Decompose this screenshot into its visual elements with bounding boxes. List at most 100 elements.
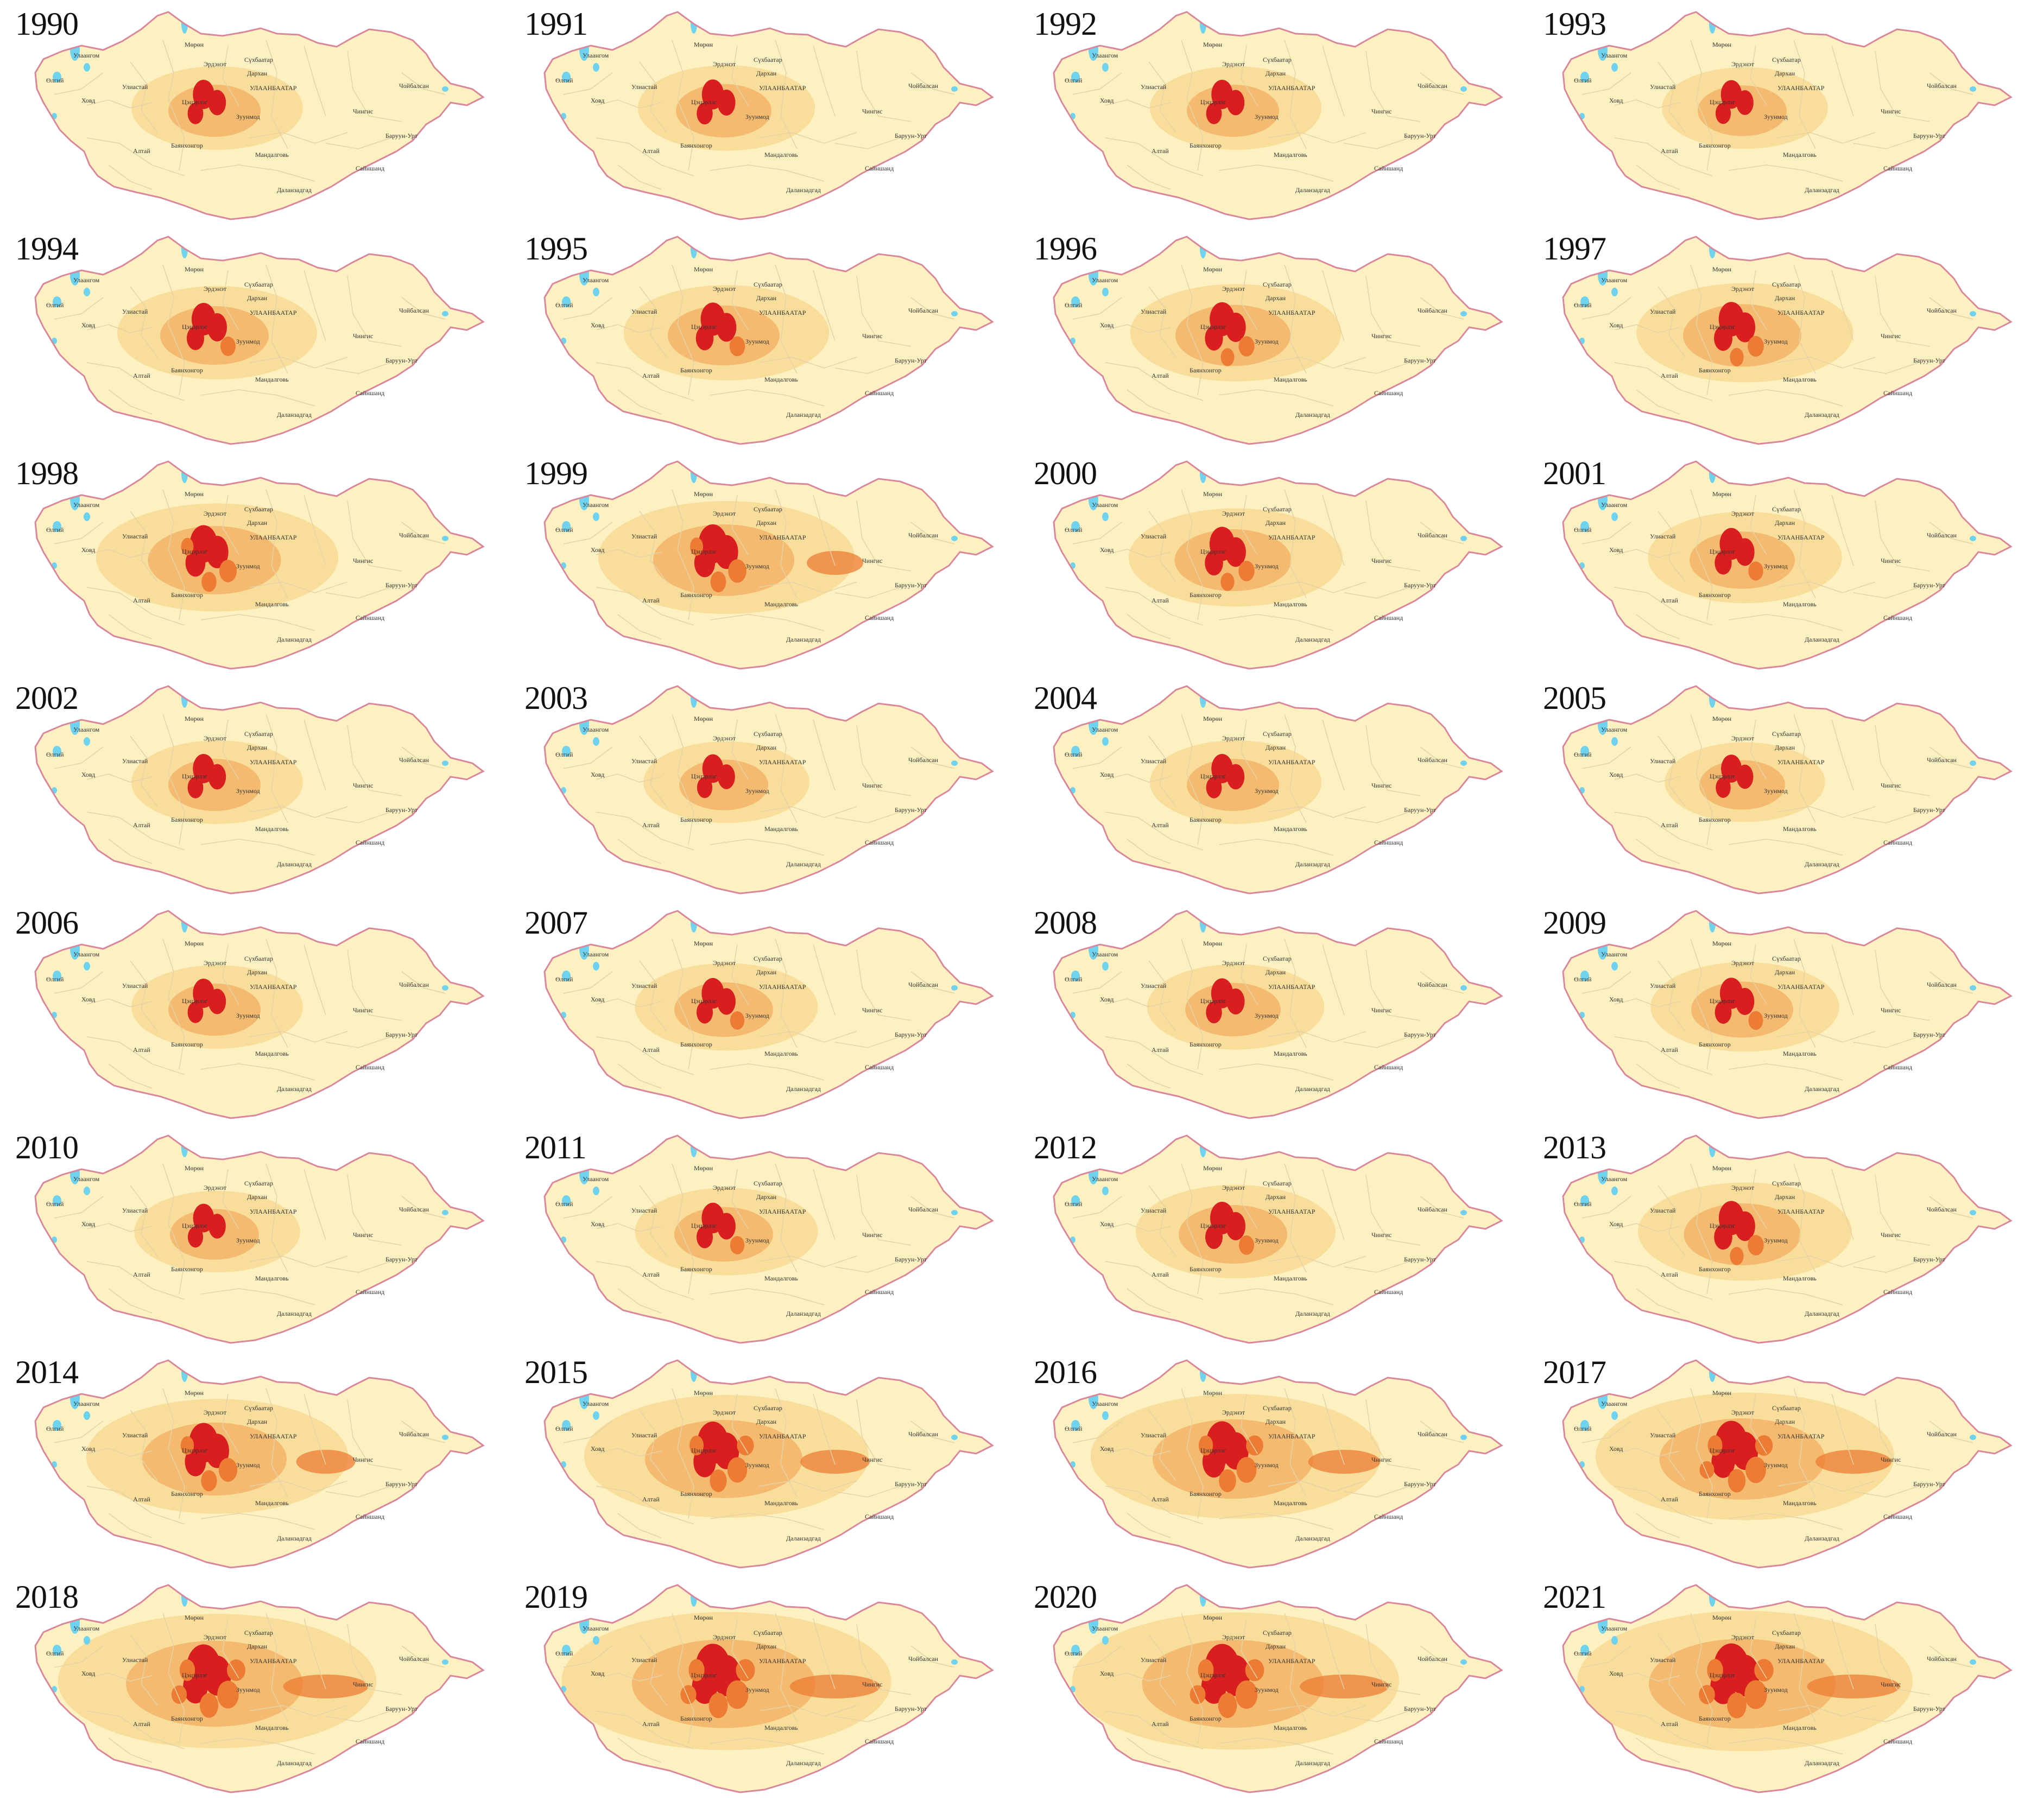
place-label: Мөрөн [1712, 1164, 1732, 1172]
place-label: Өлгий [555, 1200, 573, 1208]
district-boundary [1793, 1163, 1816, 1273]
place-label: Баянхонгор [1699, 1041, 1731, 1048]
district-boundary [1614, 137, 1713, 176]
district-boundary [834, 1036, 901, 1048]
place-label: Улиастай [122, 1431, 148, 1439]
district-boundary [130, 735, 158, 807]
place-label: Дархан [1775, 1643, 1795, 1650]
hotspot [1190, 1685, 1206, 1704]
year-label: 2010 [15, 1130, 79, 1165]
district-boundary [596, 1261, 694, 1300]
hotspot [1205, 550, 1223, 576]
district-boundary [1853, 811, 1919, 823]
lake [1102, 512, 1109, 521]
district-boundary [108, 614, 153, 639]
year-label: 2012 [1034, 1130, 1097, 1165]
hotspot [181, 537, 194, 556]
place-label: Ховд [81, 321, 95, 329]
district-boundary [1365, 725, 1421, 796]
district-boundary [639, 1634, 667, 1706]
map-panel-2016: Улаангом Мөрөн Өлгий Ховд Улиастай Эрдэнэт Сүх… [1018, 1350, 1528, 1575]
district-boundary [563, 72, 613, 95]
lake [1071, 746, 1080, 757]
place-label: Мандалговь [764, 376, 798, 383]
place-label: Чойбалсан [1418, 981, 1448, 988]
country-border [1053, 685, 1503, 895]
year-label: 2021 [1543, 1579, 1606, 1615]
map-panel-2005: Улаангом Мөрөн Өлгий Ховд Улиастай Эрдэнэт Сүх… [1528, 676, 2037, 901]
district-boundary [265, 1613, 288, 1722]
place-label: Дархан [756, 294, 777, 302]
place-label: УЛААНБААТАР [250, 1208, 297, 1215]
place-label: Баянхонгор [680, 591, 712, 599]
place-label: Эрдэнэт [713, 734, 736, 742]
place-label: Даланзадгад [1805, 860, 1839, 868]
place-label: Алтай [1661, 147, 1678, 155]
district-boundary [222, 1169, 239, 1229]
density-level-3-east [789, 1675, 881, 1698]
district-boundary [86, 1672, 153, 1682]
district-boundary [86, 998, 153, 1007]
district-boundary [325, 1261, 391, 1273]
lake [1611, 63, 1618, 72]
lake [84, 63, 90, 72]
place-label: Цэцэрлэг [1200, 1222, 1226, 1229]
place-label: Улаангом [1092, 726, 1118, 733]
district-boundary [162, 264, 185, 396]
hotspot [1205, 1225, 1223, 1249]
place-label: Улаангом [583, 276, 609, 284]
hotspot [1755, 1435, 1773, 1456]
district-boundary [910, 1421, 955, 1443]
place-label: УЛААНБААТАР [1268, 1208, 1315, 1215]
hotspot [1716, 777, 1731, 798]
hotspot [710, 1469, 727, 1492]
place-label: Мандалговь [255, 825, 289, 833]
district-boundary [249, 806, 348, 818]
place-label: Улаангом [73, 1625, 100, 1632]
district-boundary [813, 270, 836, 341]
place-label: Мөрөн [1712, 1614, 1732, 1621]
place-label: Сайншанд [356, 1063, 384, 1071]
place-label: Сүхбаатар [754, 56, 782, 64]
place-label: Даланзадгад [1805, 1310, 1839, 1317]
place-label: Улаангом [73, 1400, 100, 1407]
place-label: Баянхонгор [1699, 142, 1731, 149]
place-label: Мөрөн [694, 715, 713, 722]
place-label: Улаангом [1601, 1175, 1628, 1183]
place-label: Сүхбаатар [1772, 1404, 1801, 1412]
hotspot [710, 571, 726, 593]
district-boundary [596, 1223, 662, 1232]
hotspot [1226, 988, 1245, 1014]
place-label: Зуунмод [236, 113, 260, 121]
place-label: Улаангом [1092, 1625, 1118, 1632]
place-label: Дархан [1266, 1418, 1286, 1425]
place-label: Мөрөн [1203, 715, 1223, 722]
place-label: Сайншанд [865, 839, 894, 846]
district-boundary [401, 1421, 446, 1443]
place-label: Сайншанд [1883, 1063, 1912, 1071]
place-label: Чойбалсан [1418, 531, 1448, 539]
place-label: Мандалговь [1274, 600, 1307, 608]
place-label: Сүхбаатар [754, 1629, 782, 1637]
place-label: Баянхонгор [171, 142, 203, 149]
district-boundary [834, 1710, 901, 1722]
district-boundary [910, 522, 955, 544]
place-label: Алтай [1661, 597, 1678, 604]
mongolia-map: Улаангом Мөрөн Өлгий Ховд Улиастай Эрдэнэт Сүх… [34, 1584, 485, 1793]
lake [593, 737, 599, 746]
district-boundary [54, 72, 104, 95]
place-label: Мөрөн [185, 41, 204, 48]
place-label: Улиастай [1141, 308, 1167, 315]
place-label: Цэцэрлэг [1710, 323, 1735, 331]
place-label: Баруун-Урт [895, 1031, 927, 1038]
place-label: Дархан [247, 968, 268, 976]
lake [53, 1195, 61, 1206]
place-label: Мандалговь [1783, 1724, 1817, 1732]
district-boundary [758, 357, 857, 369]
place-label: Дархан [756, 1643, 777, 1650]
district-boundary [1322, 270, 1345, 341]
district-boundary [1614, 362, 1713, 401]
place-label: Алтай [642, 1046, 660, 1054]
year-label: 2003 [524, 680, 588, 716]
place-label: Баянхонгор [1699, 1490, 1731, 1498]
